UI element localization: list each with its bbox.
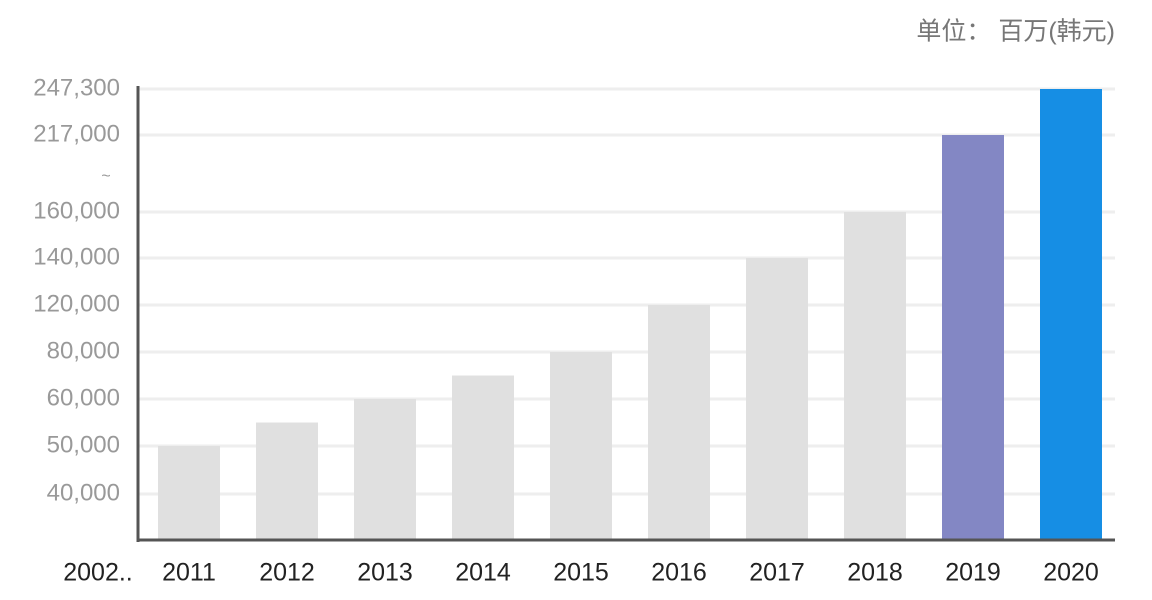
bar [354, 399, 416, 540]
y-tick-label: 247,300 [33, 74, 120, 101]
y-tick-label: 50,000 [47, 431, 120, 458]
y-tick-label: 80,000 [47, 337, 120, 364]
x-tick-label: 2016 [651, 559, 707, 587]
bar [550, 352, 612, 540]
bar [844, 212, 906, 540]
x-tick-label: 2013 [357, 559, 413, 587]
y-tick-label: 120,000 [33, 290, 120, 317]
unit-note: 单位： 百万(韩元) [916, 18, 1115, 46]
bar [452, 375, 514, 540]
x-tick-label: 2019 [945, 559, 1001, 587]
y-tick-label: 160,000 [33, 197, 120, 224]
x-tick-label: 2002.. [63, 559, 133, 587]
x-tick-label: 2018 [847, 559, 903, 587]
bar [648, 305, 710, 540]
y-tick-label: 217,000 [33, 120, 120, 147]
x-tick-label: 2012 [259, 559, 315, 587]
x-tick-label: 2011 [162, 559, 216, 587]
y-tick-label: 60,000 [47, 384, 120, 411]
bar [942, 135, 1004, 540]
x-tick-label: 2017 [749, 559, 805, 587]
y-tick-label: 40,000 [47, 479, 120, 506]
x-tick-label: 2014 [455, 559, 511, 587]
x-tick-label: 2015 [553, 559, 609, 587]
bar [746, 258, 808, 540]
bar [256, 422, 318, 540]
bar [1040, 89, 1102, 540]
x-tick-label: 2020 [1043, 559, 1099, 587]
y-tick-label: 140,000 [33, 243, 120, 270]
bar [158, 446, 220, 540]
axis-break: ~ [101, 168, 110, 185]
